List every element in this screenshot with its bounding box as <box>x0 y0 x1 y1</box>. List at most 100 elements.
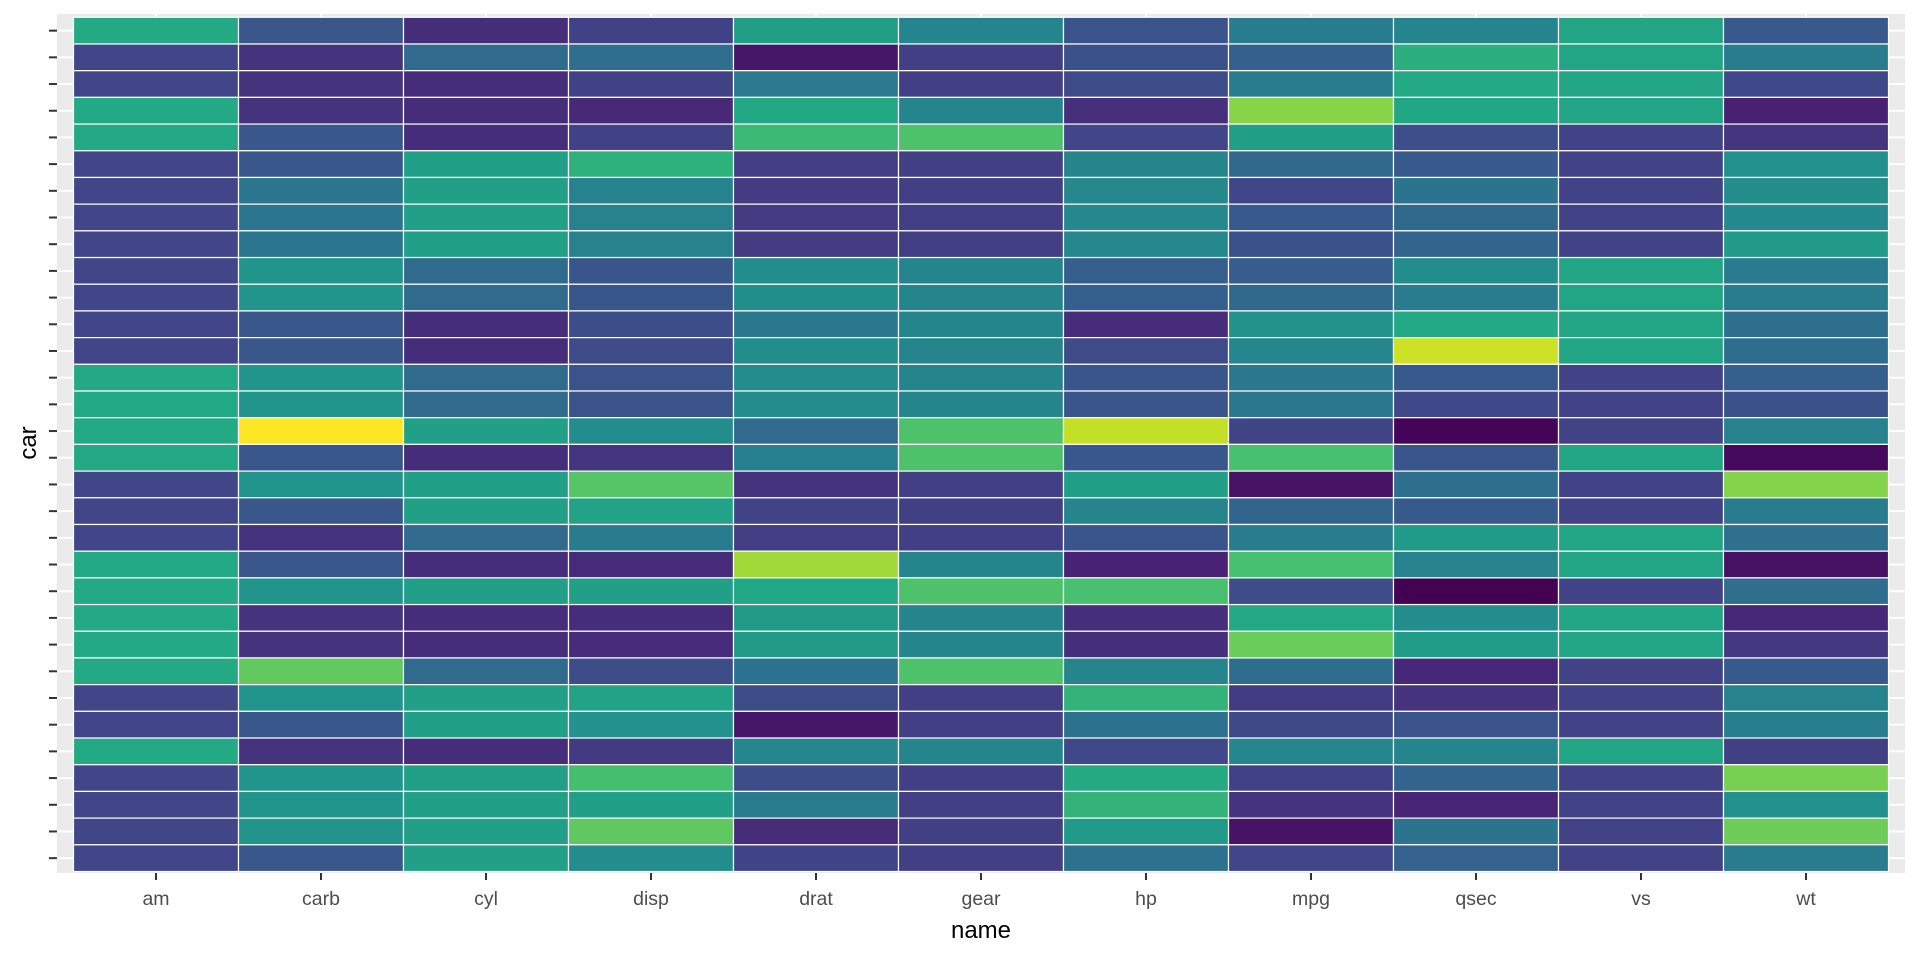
heatmap-tile: Fiat 128 / carb: -1.12 <box>237 630 405 659</box>
heatmap-tile: Pontiac Firebird / mpg: -0.15 <box>1227 150 1395 179</box>
heatmap-tile: Lotus Europa / gear: 1.78 <box>897 443 1065 472</box>
x-tick-label: disp <box>633 888 669 910</box>
heatmap-tile: Mazda RX4 Wag / am: 1.19 <box>72 363 240 392</box>
heatmap-tile: Merc 280C / hp: -0.35 <box>1062 256 1230 285</box>
heatmap-tile: Lincoln Continental / mpg: -1.61 <box>1227 470 1395 499</box>
heatmap-tile: Hornet Sportabout / hp: 0.41 <box>1062 497 1230 526</box>
heatmap-tile: Hornet 4 Drive / wt: 0 <box>1722 523 1890 552</box>
heatmap-tile: Ford Pantera L / carb: 0.74 <box>237 577 405 606</box>
heatmap-tile: Ferrari Dino / am: 1.19 <box>72 657 240 686</box>
heatmap-tile: Merc 280C / am: -0.81 <box>72 256 240 285</box>
heatmap-tile: Merc 450SE / carb: 0.12 <box>237 230 405 259</box>
heatmap-tile: Dodge Challenger / drat: -1.56 <box>732 710 900 739</box>
heatmap-tile: Pontiac Firebird / qsec: -0.45 <box>1392 150 1560 179</box>
heatmap-tile: Merc 450SLC / vs: -0.87 <box>1557 176 1725 205</box>
heatmap-tile: Merc 450SL / cyl: 1.01 <box>402 203 570 232</box>
heatmap-tile: Volvo 142E / cyl: -1.22 <box>402 16 570 45</box>
heatmap-tile: Cadillac Fleetwood / mpg: -1.61 <box>1227 817 1395 846</box>
heatmap-tile: Duster 360 / am: -0.81 <box>72 684 240 712</box>
heatmap-tile: Merc 280 / disp: -0.51 <box>567 283 735 312</box>
heatmap-tile: Hornet Sportabout / am: -0.81 <box>72 497 240 526</box>
heatmap-tile: Datsun 710 / wt: -0.92 <box>1722 737 1890 766</box>
heatmap-tile: Dodge Challenger / hp: 0.05 <box>1062 710 1230 739</box>
heatmap-tile: Lotus Europa / disp: -1.09 <box>567 443 735 472</box>
heatmap-tile: Hornet 4 Drive / disp: 0.22 <box>567 523 735 552</box>
heatmap-tile: Merc 280 / hp: -0.35 <box>1062 283 1230 312</box>
heatmap-tile: Merc 450SE / drat: -0.98 <box>732 230 900 259</box>
heatmap-tile: Merc 240D / carb: -0.5 <box>237 310 405 339</box>
heatmap-tile: Ford Pantera L / am: 1.19 <box>72 577 240 606</box>
heatmap-tile: AMC Javelin / wt: 0.22 <box>1722 844 1890 873</box>
heatmap-tile: Fiat X1-9 / am: 1.19 <box>72 603 240 632</box>
x-tick-label: hp <box>1135 888 1157 910</box>
heatmap-tile: Lotus Europa / am: 1.19 <box>72 443 240 472</box>
heatmap-tile: Toyota Corolla / vs: 1.12 <box>1557 96 1725 125</box>
heatmap-tile: Pontiac Firebird / drat: -0.97 <box>732 150 900 179</box>
heatmap-tile: Merc 450SE / gear: -0.93 <box>897 230 1065 259</box>
heatmap-tile: Lincoln Continental / cyl: 1.01 <box>402 470 570 499</box>
heatmap-tile: Merc 240D / drat: 0.17 <box>732 310 900 339</box>
heatmap-tile: AMC Javelin / gear: -0.93 <box>897 844 1065 873</box>
heatmap-tile: Honda Civic / gear: 0.42 <box>897 550 1065 579</box>
heatmap-tile: Volvo 142E / gear: 0.42 <box>897 16 1065 45</box>
heatmap-tile: Mazda RX4 / hp: -0.54 <box>1062 390 1230 419</box>
heatmap-tile: Chrysler Imperial / vs: -0.87 <box>1557 764 1725 793</box>
heatmap-tile: Lotus Europa / mpg: 1.71 <box>1227 443 1395 472</box>
heatmap-tile: Cadillac Fleetwood / drat: -1.25 <box>732 817 900 846</box>
heatmap-tile: Hornet Sportabout / vs: -0.87 <box>1557 497 1725 526</box>
heatmap-tile: Merc 230 / qsec: 2.83 <box>1392 337 1560 365</box>
heatmap-tile: Camaro Z28 / mpg: -1.13 <box>1227 790 1395 819</box>
heatmap-tile: Honda Civic / mpg: 1.71 <box>1227 550 1395 579</box>
heatmap-tile: Toyota Corolla / disp: -1.29 <box>567 96 735 125</box>
heatmap-tile: Mazda RX4 / vs: -0.87 <box>1557 390 1725 419</box>
heatmap-tile: Merc 450SL / drat: -0.98 <box>732 203 900 232</box>
heatmap-tile: Merc 230 / wt: -0.07 <box>1722 337 1890 365</box>
heatmap-tile: Merc 450SE / qsec: -0.25 <box>1392 230 1560 259</box>
heatmap-tile: Cadillac Fleetwood / cyl: 1.01 <box>402 817 570 846</box>
heatmap-tile: Fiat X1-9 / gear: 0.42 <box>897 603 1065 632</box>
heatmap-tile: Volvo 142E / am: 1.19 <box>72 16 240 45</box>
heatmap-tile: Pontiac Firebird / cyl: 1.01 <box>402 150 570 179</box>
heatmap-tile: Merc 230 / drat: 0.61 <box>732 337 900 365</box>
heatmap-tile: Duster 360 / gear: -0.93 <box>897 684 1065 712</box>
heatmap-tile: Valiant / vs: 1.12 <box>1557 43 1725 72</box>
heatmap-tile: Datsun 710 / mpg: 0.45 <box>1227 737 1395 766</box>
heatmap-tile: Cadillac Fleetwood / vs: -0.87 <box>1557 817 1725 846</box>
heatmap-tile: Merc 240D / gear: 0.42 <box>897 310 1065 339</box>
heatmap-tile: Mazda RX4 / cyl: -0.1 <box>402 390 570 419</box>
heatmap-tile: Merc 280 / carb: 0.74 <box>237 283 405 312</box>
heatmap-tile: AMC Javelin / cyl: 1.01 <box>402 844 570 873</box>
heatmap-tile: Chrysler Imperial / wt: 2.17 <box>1722 764 1890 793</box>
heatmap-tile: Fiat X1-9 / carb: -1.12 <box>237 603 405 632</box>
heatmap-tile: Toyota Corolla / drat: 1.17 <box>732 96 900 125</box>
heatmap-tile: Valiant / wt: 0.25 <box>1722 43 1890 72</box>
heatmap-tile: Merc 450SL / vs: -0.87 <box>1557 203 1725 232</box>
heatmap-tile: Toyota Corona / carb: -1.12 <box>237 70 405 98</box>
heatmap-tile: Toyota Corona / wt: -0.77 <box>1722 70 1890 98</box>
x-tick-label: vs <box>1631 888 1651 910</box>
heatmap-tile: Toyota Corolla / cyl: -1.22 <box>402 96 570 125</box>
heatmap-tile: Hornet Sportabout / qsec: -0.46 <box>1392 497 1560 526</box>
heatmap-tile: AMC Javelin / drat: -0.84 <box>732 844 900 873</box>
heatmap-tile: Fiat 128 / qsec: 0.91 <box>1392 630 1560 659</box>
heatmap-tile: Merc 230 / cyl: -1.22 <box>402 337 570 365</box>
heatmap-tile: Merc 450SLC / disp: 0.36 <box>567 176 735 205</box>
heatmap-tile: Datsun 710 / hp: -0.78 <box>1062 737 1230 766</box>
heatmap-tile: Toyota Corolla / carb: -1.12 <box>237 96 405 125</box>
heatmap-tile: Lincoln Continental / qsec: -0.02 <box>1392 470 1560 499</box>
heatmap-tile: Maserati Bora / carb: 3.21 <box>237 417 405 445</box>
heatmap-tile: Cadillac Fleetwood / gear: -0.93 <box>897 817 1065 846</box>
heatmap-tile: Datsun 710 / qsec: 0.43 <box>1392 737 1560 766</box>
heatmap-tile: Merc 240D / vs: 1.12 <box>1557 310 1725 339</box>
heatmap-tile: Honda Civic / qsec: 0.38 <box>1392 550 1560 579</box>
heatmap-tile: Merc 450SE / wt: 0.87 <box>1722 230 1890 259</box>
heatmap-tile: Merc 240D / disp: -0.68 <box>567 310 735 339</box>
heatmap-tile: Merc 450SL / mpg: -0.46 <box>1227 203 1395 232</box>
heatmap-tile: Mazda RX4 / qsec: -0.78 <box>1392 390 1560 419</box>
heatmap-tile: Pontiac Firebird / disp: 1.37 <box>567 150 735 179</box>
heatmap-tile: Lincoln Continental / hp: 1 <box>1062 470 1230 499</box>
heatmap-tile: Merc 450SL / hp: 0.49 <box>1062 203 1230 232</box>
heatmap-tile: Ferrari Dino / drat: 0.04 <box>732 657 900 686</box>
heatmap-tile: Camaro Z28 / drat: 0.25 <box>732 790 900 819</box>
heatmap-tile: Merc 280 / vs: 1.12 <box>1557 283 1725 312</box>
